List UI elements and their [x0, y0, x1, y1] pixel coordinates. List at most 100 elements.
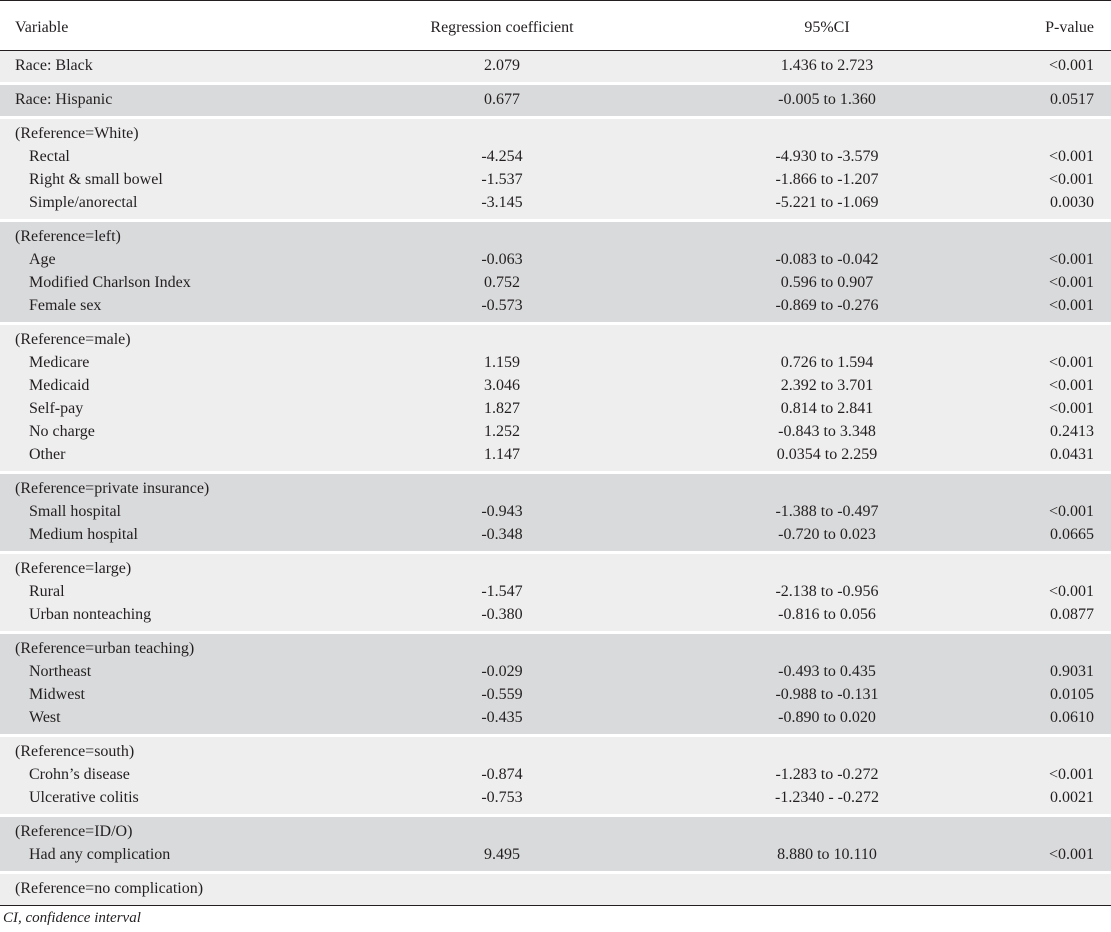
row-coefficient: 9.495 [484, 846, 520, 863]
table-block: (Reference=male) Medicare 1.159 0.726 to 1.… [0, 325, 1111, 471]
row-label: Medicare [29, 354, 90, 371]
row-label: Medium hospital [29, 526, 138, 543]
row-label: (Reference=left) [15, 228, 121, 245]
row-coefficient: 1.159 [484, 354, 520, 371]
row-label: Medicaid [29, 377, 90, 394]
row-ci: 2.392 to 3.701 [780, 377, 874, 394]
table-row: Medicaid 3.046 2.392 to 3.701 <0.001 [0, 374, 1111, 397]
row-ci: -1.388 to -0.497 [775, 503, 879, 520]
table-body: Race: Black 2.079 1.436 to 2.723 <0.001 Race… [0, 51, 1111, 905]
row-pvalue: <0.001 [1048, 251, 1094, 268]
header-variable: Variable [15, 19, 69, 36]
row-ci: 1.436 to 2.723 [780, 57, 874, 74]
row-coefficient: -0.435 [481, 709, 523, 726]
table-row: Rectal -4.254 -4.930 to -3.579 <0.001 [0, 145, 1111, 168]
table-block: (Reference=ID/O) Had any complication 9.49… [0, 817, 1111, 871]
header-ci: 95%CI [804, 19, 850, 36]
row-ci: 0.596 to 0.907 [780, 274, 874, 291]
row-coefficient: -3.145 [481, 194, 523, 211]
row-label: Race: Hispanic [15, 91, 113, 108]
row-coefficient: 0.752 [484, 274, 520, 291]
header-coefficient: Regression coefficient [430, 19, 574, 36]
row-ci: -0.988 to -0.131 [775, 686, 879, 703]
table-row: (Reference=male) [0, 328, 1111, 351]
row-ci: 0.0354 to 2.259 [776, 446, 878, 463]
block-separator [0, 219, 1111, 222]
table-row: (Reference=large) [0, 557, 1111, 580]
row-pvalue: <0.001 [1048, 846, 1094, 863]
table-block: Race: Black 2.079 1.436 to 2.723 <0.001 [0, 51, 1111, 82]
row-label: (Reference=urban teaching) [15, 640, 195, 657]
table-row: Race: Hispanic 0.677 -0.005 to 1.360 0.0517 [0, 88, 1111, 111]
row-ci: -0.493 to 0.435 [778, 663, 876, 680]
table-row: Simple/anorectal -3.145 -5.221 to -1.069 0.… [0, 191, 1111, 214]
row-coefficient: 1.827 [484, 400, 520, 417]
row-label: (Reference=large) [15, 560, 132, 577]
block-separator [0, 471, 1111, 474]
row-pvalue: 0.0030 [1050, 194, 1094, 211]
row-pvalue: <0.001 [1048, 583, 1094, 600]
row-label: Modified Charlson Index [29, 274, 191, 291]
row-ci: -0.816 to 0.056 [778, 606, 876, 623]
table-row: Crohn’s disease -0.874 -1.283 to -0.272 <0.… [0, 763, 1111, 786]
row-ci: 8.880 to 10.110 [777, 846, 877, 863]
table-row: Medicare 1.159 0.726 to 1.594 <0.001 [0, 351, 1111, 374]
table-row: (Reference=private insurance) [0, 477, 1111, 500]
row-pvalue: 0.0665 [1050, 526, 1094, 543]
row-coefficient: -0.943 [481, 503, 523, 520]
row-coefficient: 2.079 [484, 57, 520, 74]
row-ci: -0.720 to 0.023 [778, 526, 876, 543]
row-pvalue: 0.2413 [1050, 423, 1094, 440]
row-label: Rural [29, 583, 65, 600]
row-coefficient: -0.559 [481, 686, 523, 703]
row-label: Ulcerative colitis [29, 789, 139, 806]
row-ci: -0.843 to 3.348 [778, 423, 876, 440]
row-pvalue: 0.0021 [1050, 789, 1094, 806]
row-label: Urban nonteaching [29, 606, 152, 623]
row-pvalue: <0.001 [1048, 297, 1094, 314]
table-row: Race: Black 2.079 1.436 to 2.723 <0.001 [0, 54, 1111, 77]
block-separator [0, 551, 1111, 554]
row-ci: -4.930 to -3.579 [775, 148, 879, 165]
table-block: (Reference=no complication) [0, 874, 1111, 905]
row-ci: -1.2340 - -0.272 [775, 789, 879, 806]
bottom-rule [0, 905, 1111, 906]
row-coefficient: -0.753 [481, 789, 523, 806]
row-label: Other [29, 446, 66, 463]
table-row: (Reference=ID/O) [0, 820, 1111, 843]
row-pvalue: <0.001 [1048, 354, 1094, 371]
row-coefficient: -1.547 [481, 583, 523, 600]
table-row: Age -0.063 -0.083 to -0.042 <0.001 [0, 248, 1111, 271]
row-label: Female sex [29, 297, 102, 314]
row-ci: -2.138 to -0.956 [775, 583, 879, 600]
row-pvalue: 0.0517 [1050, 91, 1094, 108]
block-separator [0, 631, 1111, 634]
block-separator [0, 322, 1111, 325]
row-label: (Reference=no complication) [15, 880, 204, 897]
row-ci: -0.083 to -0.042 [775, 251, 879, 268]
row-label: No charge [29, 423, 95, 440]
row-label: Rectal [29, 148, 70, 165]
row-pvalue: 0.0877 [1050, 606, 1094, 623]
table-row: (Reference=left) [0, 225, 1111, 248]
row-coefficient: 3.046 [484, 377, 520, 394]
block-separator [0, 116, 1111, 119]
row-coefficient: -1.537 [481, 171, 523, 188]
table-row: Midwest -0.559 -0.988 to -0.131 0.0105 [0, 683, 1111, 706]
table-row: West -0.435 -0.890 to 0.020 0.0610 [0, 706, 1111, 729]
table-row: Rural -1.547 -2.138 to -0.956 <0.001 [0, 580, 1111, 603]
row-ci: -1.283 to -0.272 [775, 766, 879, 783]
row-ci: -0.005 to 1.360 [778, 91, 876, 108]
row-pvalue: 0.0610 [1050, 709, 1094, 726]
row-coefficient: -4.254 [481, 148, 523, 165]
row-label: Simple/anorectal [29, 194, 138, 211]
row-pvalue: <0.001 [1048, 400, 1094, 417]
table-block: (Reference=urban teaching) Northeast -0.02… [0, 634, 1111, 734]
row-label: (Reference=male) [15, 331, 131, 348]
row-label: Race: Black [15, 57, 93, 74]
row-label: Small hospital [29, 503, 121, 520]
row-coefficient: -0.063 [481, 251, 523, 268]
row-ci: 0.726 to 1.594 [780, 354, 874, 371]
table-row: Urban nonteaching -0.380 -0.816 to 0.056 0.… [0, 603, 1111, 626]
